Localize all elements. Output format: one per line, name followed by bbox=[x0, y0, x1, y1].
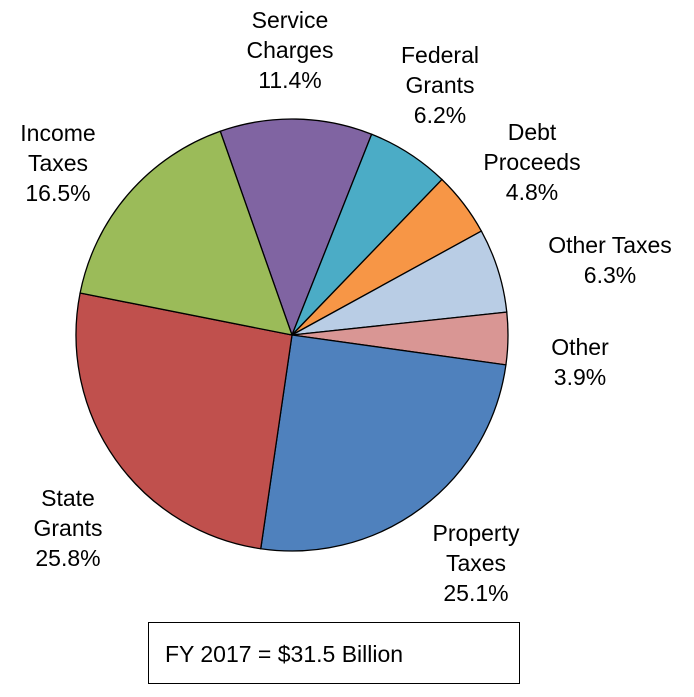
value-label: 25.8% bbox=[35, 545, 101, 571]
slice-label: Other Taxes 6.3% bbox=[515, 230, 694, 290]
category-name: Property Taxes bbox=[432, 520, 520, 576]
category-name: Income Taxes bbox=[20, 120, 96, 176]
slice-label: State Grants 25.8% bbox=[18, 483, 118, 573]
value-label: 6.2% bbox=[413, 102, 467, 128]
category-name: Other bbox=[551, 334, 609, 360]
value-label: 25.1% bbox=[443, 580, 509, 606]
slice-label: Income Taxes 16.5% bbox=[8, 118, 108, 208]
value-label: 6.3% bbox=[583, 262, 637, 288]
category-name: Other Taxes bbox=[548, 232, 672, 258]
slice-label: Debt Proceeds 4.8% bbox=[477, 117, 587, 207]
pie-slice bbox=[79, 130, 293, 336]
category-name: State Grants bbox=[33, 485, 103, 541]
category-name: Debt Proceeds bbox=[483, 119, 581, 175]
value-label: 3.9% bbox=[553, 364, 607, 390]
annotation: FY 2017 = $31.5 Billion bbox=[148, 622, 520, 684]
pie-slice bbox=[260, 334, 507, 552]
category-name: Federal Grants bbox=[401, 42, 479, 98]
slice-label: Federal Grants 6.2% bbox=[390, 40, 490, 130]
slice-label: Service Charges 11.4% bbox=[240, 5, 340, 95]
pie-slice bbox=[219, 118, 373, 337]
slice-label: Other 3.9% bbox=[530, 332, 630, 392]
category-name: Service Charges bbox=[246, 7, 334, 63]
slice-label: Property Taxes 25.1% bbox=[421, 518, 531, 608]
value-label: 16.5% bbox=[25, 180, 91, 206]
pie-slice bbox=[75, 292, 293, 550]
value-label: 4.8% bbox=[505, 179, 559, 205]
value-label: 11.4% bbox=[258, 67, 322, 93]
